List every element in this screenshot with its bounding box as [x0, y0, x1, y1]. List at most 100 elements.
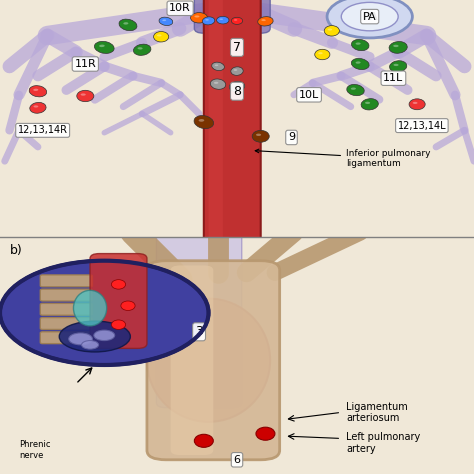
Ellipse shape — [134, 44, 151, 55]
Ellipse shape — [162, 19, 166, 21]
Ellipse shape — [409, 99, 425, 110]
Ellipse shape — [233, 84, 237, 86]
Circle shape — [82, 340, 99, 349]
Ellipse shape — [234, 19, 237, 21]
Ellipse shape — [328, 28, 332, 30]
Text: 8: 8 — [233, 85, 241, 98]
Ellipse shape — [202, 17, 215, 25]
FancyBboxPatch shape — [40, 303, 92, 315]
Ellipse shape — [210, 79, 226, 89]
FancyBboxPatch shape — [204, 0, 261, 239]
Circle shape — [327, 0, 412, 38]
Ellipse shape — [234, 69, 237, 71]
Ellipse shape — [33, 89, 38, 91]
Ellipse shape — [352, 39, 369, 51]
Ellipse shape — [315, 49, 330, 60]
Text: 6: 6 — [234, 455, 240, 465]
Ellipse shape — [77, 91, 94, 102]
Ellipse shape — [29, 86, 46, 97]
Ellipse shape — [99, 45, 105, 47]
Ellipse shape — [351, 88, 356, 90]
Circle shape — [0, 261, 209, 365]
FancyBboxPatch shape — [147, 261, 280, 460]
Ellipse shape — [219, 18, 223, 20]
Text: b): b) — [9, 244, 22, 257]
Ellipse shape — [318, 52, 323, 54]
Ellipse shape — [365, 102, 370, 104]
Ellipse shape — [413, 102, 418, 104]
Text: 10L: 10L — [299, 90, 319, 100]
Ellipse shape — [256, 427, 275, 440]
Text: 10R: 10R — [169, 3, 191, 13]
Ellipse shape — [393, 64, 399, 66]
Ellipse shape — [229, 82, 245, 91]
Ellipse shape — [119, 19, 137, 31]
Circle shape — [341, 2, 398, 31]
Ellipse shape — [351, 58, 369, 70]
Text: 12,13,14L: 12,13,14L — [398, 120, 446, 131]
FancyBboxPatch shape — [194, 0, 270, 33]
Ellipse shape — [356, 62, 361, 64]
Ellipse shape — [194, 116, 214, 128]
Ellipse shape — [258, 17, 273, 26]
FancyBboxPatch shape — [40, 332, 92, 344]
Ellipse shape — [34, 105, 38, 108]
Text: 9: 9 — [288, 132, 295, 143]
Circle shape — [94, 330, 115, 341]
Ellipse shape — [154, 31, 169, 42]
Ellipse shape — [191, 12, 208, 23]
Ellipse shape — [205, 19, 209, 21]
Text: Left pulmonary
artery: Left pulmonary artery — [346, 432, 420, 454]
Ellipse shape — [215, 64, 219, 66]
Ellipse shape — [157, 35, 162, 36]
Ellipse shape — [73, 290, 107, 326]
Ellipse shape — [361, 99, 378, 110]
Ellipse shape — [123, 22, 128, 25]
Ellipse shape — [94, 41, 114, 54]
Ellipse shape — [194, 16, 200, 18]
Text: Phrenic
nerve: Phrenic nerve — [19, 440, 50, 460]
Text: 3: 3 — [195, 325, 203, 338]
Text: PA: PA — [362, 11, 378, 22]
Text: 7: 7 — [233, 41, 241, 54]
Ellipse shape — [389, 42, 407, 53]
FancyBboxPatch shape — [209, 0, 223, 238]
Ellipse shape — [231, 18, 243, 25]
Ellipse shape — [231, 67, 243, 75]
Ellipse shape — [111, 320, 126, 329]
Ellipse shape — [111, 280, 126, 289]
Ellipse shape — [30, 102, 46, 113]
Circle shape — [69, 333, 92, 345]
Ellipse shape — [390, 61, 407, 72]
Ellipse shape — [121, 301, 135, 310]
Text: 11R: 11R — [74, 59, 96, 69]
FancyBboxPatch shape — [90, 254, 147, 348]
Text: PA: PA — [363, 11, 376, 22]
FancyBboxPatch shape — [156, 228, 242, 408]
Ellipse shape — [199, 119, 204, 122]
Text: Inferior pulmonary
ligamentum: Inferior pulmonary ligamentum — [255, 148, 430, 168]
Ellipse shape — [212, 62, 224, 71]
Ellipse shape — [147, 299, 270, 422]
Ellipse shape — [393, 45, 399, 47]
Text: 12,13,14R: 12,13,14R — [18, 125, 68, 136]
FancyBboxPatch shape — [40, 275, 92, 287]
Ellipse shape — [256, 134, 261, 136]
Text: 11L: 11L — [383, 73, 403, 83]
FancyBboxPatch shape — [40, 289, 92, 301]
Ellipse shape — [81, 93, 86, 96]
Ellipse shape — [137, 47, 143, 49]
Ellipse shape — [217, 17, 229, 24]
FancyBboxPatch shape — [171, 265, 213, 455]
Ellipse shape — [252, 130, 269, 142]
Ellipse shape — [356, 43, 361, 45]
Ellipse shape — [261, 19, 266, 21]
Ellipse shape — [194, 434, 213, 447]
Ellipse shape — [159, 17, 173, 26]
FancyBboxPatch shape — [40, 318, 92, 329]
Ellipse shape — [347, 84, 364, 96]
Ellipse shape — [324, 26, 339, 36]
Ellipse shape — [59, 321, 130, 352]
Ellipse shape — [214, 82, 219, 84]
Text: Ligamentum
arteriosum: Ligamentum arteriosum — [346, 401, 408, 423]
